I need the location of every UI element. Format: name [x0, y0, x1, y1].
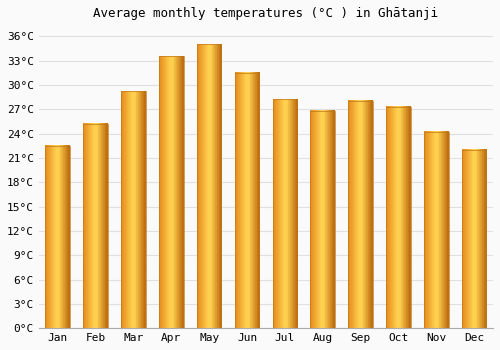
Bar — [234, 73, 260, 328]
Bar — [272, 99, 297, 328]
Bar — [121, 91, 146, 328]
Bar — [310, 111, 335, 328]
Bar — [84, 124, 108, 328]
Bar — [386, 107, 410, 328]
Bar — [197, 44, 222, 328]
Title: Average monthly temperatures (°C ) in Ghātanji: Average monthly temperatures (°C ) in Gh… — [94, 7, 438, 20]
Bar — [424, 132, 448, 328]
Bar — [159, 56, 184, 328]
Bar — [46, 146, 70, 328]
Bar — [348, 101, 373, 328]
Bar — [462, 150, 486, 328]
